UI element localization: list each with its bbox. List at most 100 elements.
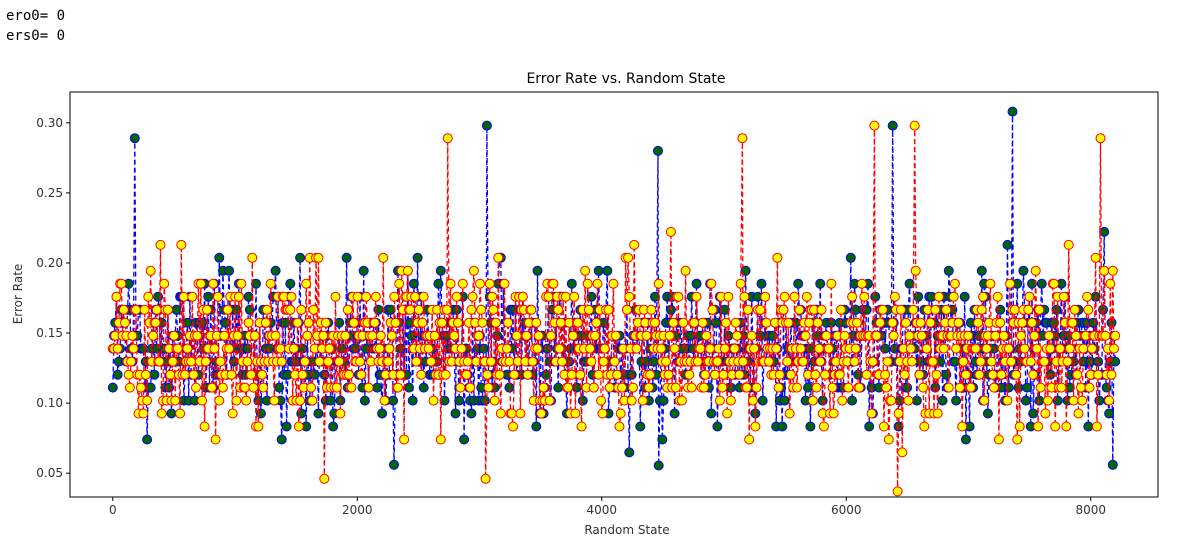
data-point (635, 421, 646, 432)
data-point (949, 356, 960, 367)
data-point (712, 356, 723, 367)
data-point (167, 356, 178, 367)
data-point (410, 291, 421, 302)
data-point (1020, 395, 1031, 406)
data-point (697, 317, 708, 328)
data-point (517, 291, 528, 302)
data-point (457, 278, 468, 289)
data-point (993, 434, 1004, 445)
data-point (1002, 395, 1013, 406)
data-point (1028, 369, 1039, 380)
data-point (624, 447, 635, 458)
data-point (653, 145, 663, 156)
data-point (342, 304, 353, 315)
data-point (112, 369, 123, 380)
data-point (689, 317, 700, 328)
data-point (668, 317, 679, 328)
data-point (889, 291, 900, 302)
data-point (590, 330, 600, 341)
data-point (257, 369, 268, 380)
data-point (501, 343, 512, 354)
data-point (531, 317, 542, 328)
data-point (888, 330, 899, 341)
data-point (880, 343, 891, 354)
data-point (1011, 369, 1022, 380)
data-point (779, 395, 790, 406)
data-point (717, 382, 728, 393)
data-point (150, 317, 161, 328)
data-point (1044, 330, 1055, 341)
data-point (166, 408, 177, 419)
data-point (612, 369, 623, 380)
data-point (1025, 356, 1036, 367)
data-point (789, 291, 800, 302)
data-point (951, 343, 962, 354)
data-point (814, 343, 824, 354)
data-point (449, 330, 460, 341)
data-point (1104, 395, 1115, 406)
data-point (974, 369, 985, 380)
data-point (145, 265, 156, 276)
data-point (490, 317, 501, 328)
data-point (719, 343, 730, 354)
data-point (960, 369, 971, 380)
data-point (227, 408, 238, 419)
data-point (670, 382, 681, 393)
data-point (1019, 343, 1030, 354)
data-point (536, 408, 547, 419)
data-point (344, 369, 354, 380)
data-point (553, 304, 564, 315)
data-point (738, 356, 749, 367)
data-point (199, 421, 210, 432)
data-point (475, 278, 485, 289)
data-point (739, 291, 750, 302)
data-point (486, 356, 496, 367)
data-point (566, 278, 577, 289)
data-point (285, 278, 296, 289)
data-point (233, 291, 244, 302)
data-point (324, 343, 335, 354)
data-point (546, 330, 556, 341)
data-point (335, 408, 346, 419)
data-point (374, 343, 385, 354)
data-point (341, 252, 352, 263)
data-point (757, 395, 768, 406)
data-point (544, 395, 555, 406)
data-point (973, 317, 984, 328)
data-point (323, 356, 334, 367)
data-point (495, 408, 506, 419)
data-point (836, 304, 846, 315)
data-point (1006, 356, 1017, 367)
data-point (1061, 421, 1072, 432)
data-point (637, 395, 648, 406)
data-point (949, 278, 960, 289)
data-point (548, 278, 559, 289)
data-point (568, 330, 578, 341)
data-point (591, 317, 602, 328)
data-point (965, 382, 976, 393)
data-point (172, 343, 183, 354)
x-tick-label: 6000 (831, 503, 862, 517)
data-point (384, 343, 395, 354)
data-point (214, 395, 225, 406)
data-point (236, 278, 247, 289)
data-point (866, 408, 877, 419)
data-point (943, 382, 954, 393)
data-point (407, 395, 418, 406)
data-point (388, 395, 399, 406)
data-point (957, 421, 968, 432)
data-point (755, 304, 766, 315)
data-point (626, 395, 637, 406)
data-point (760, 291, 771, 302)
data-point (213, 291, 223, 302)
data-point (413, 304, 424, 315)
data-point (1012, 434, 1023, 445)
data-point (140, 369, 151, 380)
data-point (416, 369, 427, 380)
chart-title: Error Rate vs. Random State (526, 71, 725, 87)
y-tick-label: 0.25 (36, 186, 63, 200)
data-point (751, 382, 762, 393)
data-point (907, 356, 917, 367)
data-point (880, 369, 891, 380)
data-point (1034, 395, 1045, 406)
